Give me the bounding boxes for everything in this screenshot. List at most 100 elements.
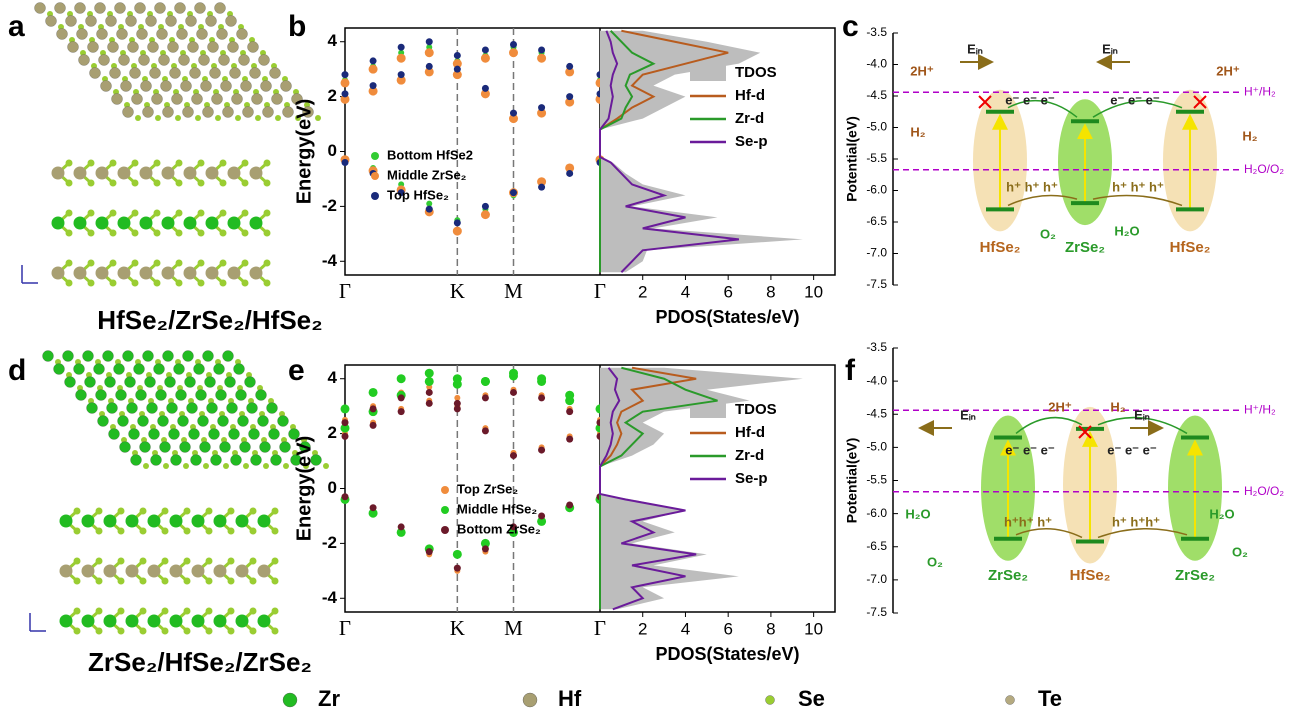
atom [182,106,194,118]
atom [238,54,250,66]
band-point [369,57,377,65]
band-point [537,516,547,526]
atom [206,402,218,414]
band-point [509,114,519,124]
band-point [397,523,405,531]
band-point [341,432,349,440]
atom [93,363,105,375]
atom [227,41,239,53]
atom [153,229,161,237]
atom [235,389,247,401]
atom [144,376,156,388]
atom [191,93,203,105]
band-point [425,38,433,46]
atom [138,54,150,66]
legend-atom [522,692,538,708]
band-point [368,387,378,397]
atom [184,376,196,388]
atom [65,279,73,287]
band-point [480,376,490,386]
band-point [481,394,489,402]
atom [148,428,160,440]
atom [117,415,129,427]
atom [218,54,230,66]
y-tick-label: -4 [322,251,338,270]
atom [139,216,153,230]
x-tick-label: M [504,616,523,640]
atom [149,67,161,79]
atom [275,115,281,121]
atom [227,557,235,565]
atom [235,564,249,578]
y-axis-label: Potential(eV) [844,438,860,524]
y-tick-label: -4.0 [866,57,887,71]
atom [271,507,279,515]
atom [139,577,147,585]
atom [73,527,81,535]
atom [142,350,154,362]
atom [168,428,180,440]
atom [84,376,96,388]
atom [140,80,152,92]
band-point [509,527,519,537]
atom [139,607,147,615]
annotation: e⁻ e⁻ e⁻ [1107,442,1157,457]
band-point [341,493,349,501]
band-point [425,62,433,70]
band-point [566,408,574,416]
x-tick-label: Γ [594,616,606,640]
atom [117,627,125,635]
atom [158,54,170,66]
atom [219,159,227,167]
atom [228,428,240,440]
band-point [424,376,434,386]
atom [231,93,243,105]
atom [175,389,187,401]
x-tick-label: Γ [339,616,351,640]
atom [125,514,139,528]
atom [76,28,88,40]
atom [197,179,205,187]
atom [269,67,281,79]
atom [153,179,161,187]
annotation: e⁻ e⁻ e⁻ [1005,442,1055,457]
atom [122,106,134,118]
atom [106,402,118,414]
atom [302,106,314,118]
y-axis-label: Energy(eV) [293,436,315,542]
atom [249,216,263,230]
y-tick-label: 2 [328,86,337,105]
atom [139,507,147,515]
annotation: H₂O [1114,223,1139,238]
atom [169,564,183,578]
caption: ZrSe₂/HfSe₂/ZrSe₂ [88,647,312,677]
atom [288,428,300,440]
atom [227,607,235,615]
atom [207,41,219,53]
band-point [480,210,490,220]
atom [175,115,181,121]
atom [87,209,95,217]
atom [208,428,220,440]
atom [124,376,136,388]
atom [146,402,158,414]
x-axis-label: PDOS(States/eV) [655,307,799,327]
atom [125,614,139,628]
y-tick-label: -6.0 [866,506,887,520]
panel-label: a [8,10,25,43]
atom [51,216,65,230]
band-point [396,53,406,63]
atom [147,514,161,528]
atom [142,106,154,118]
atom [145,15,157,27]
x-tick-label: 8 [766,282,775,301]
atom [266,402,278,414]
atom [227,266,241,280]
atom [236,28,248,40]
atom [111,93,123,105]
transfer-arrow [1015,416,1083,435]
atom [103,614,117,628]
caption: HfSe₂/ZrSe₂/HfSe₂ [97,305,322,335]
atom [95,389,107,401]
atom [135,389,147,401]
